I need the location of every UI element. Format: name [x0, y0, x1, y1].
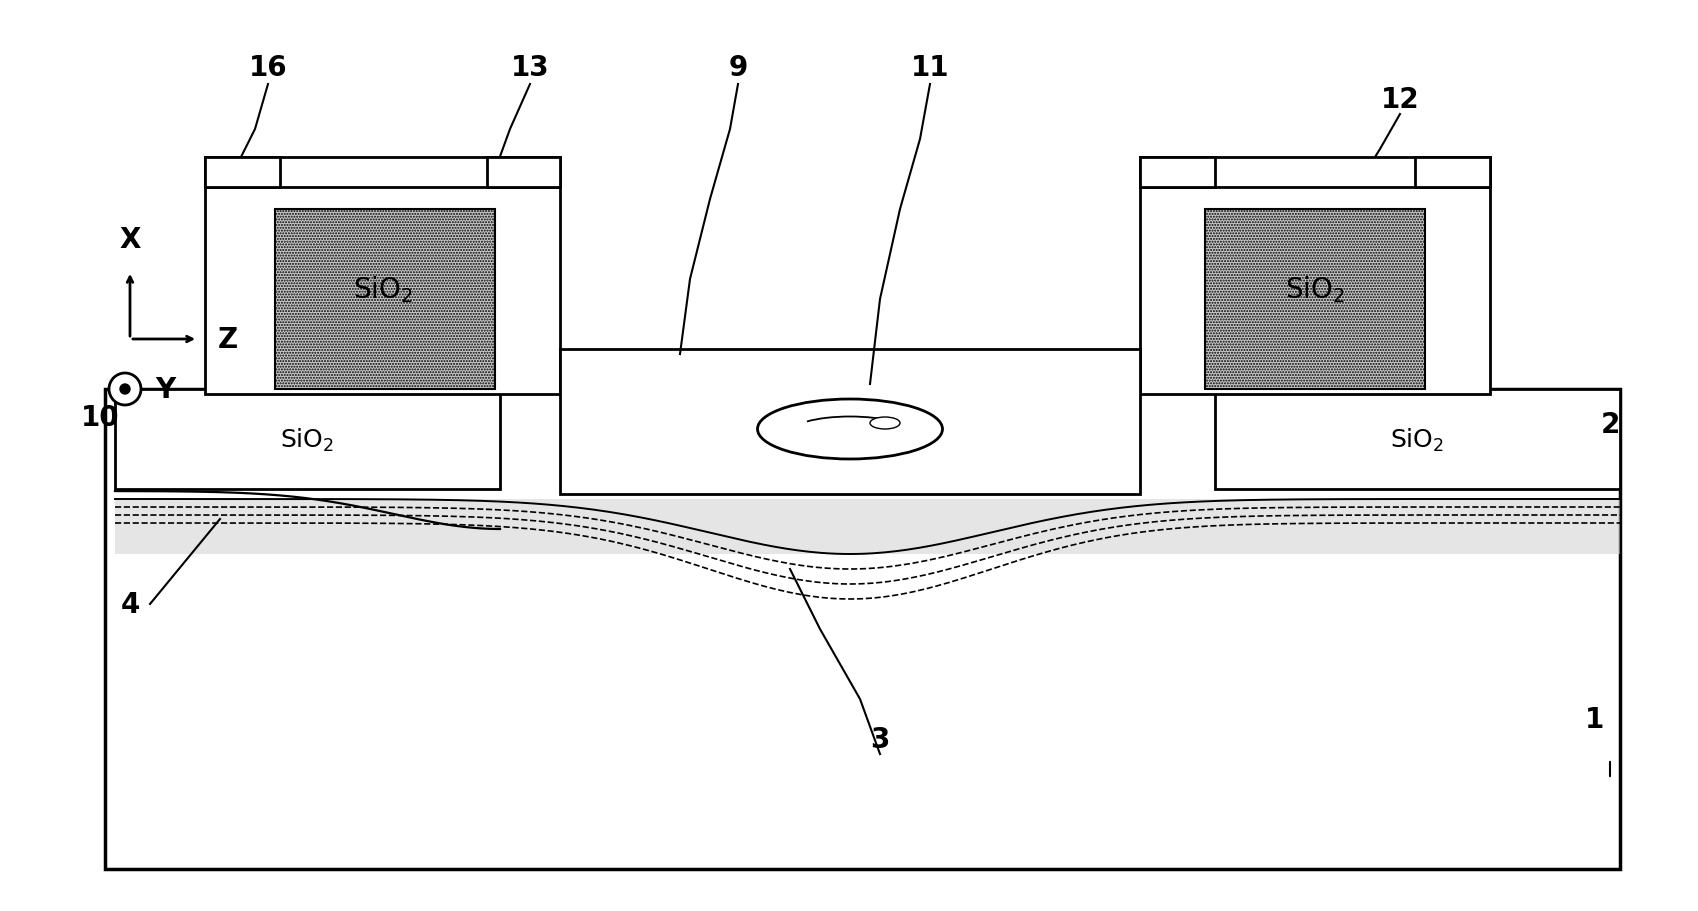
Bar [275, 210, 496, 390]
Text: 13: 13 [511, 54, 550, 82]
Bar [205, 158, 560, 188]
Text: X: X [119, 226, 141, 254]
Text: 16: 16 [248, 54, 287, 82]
Bar [560, 350, 1139, 495]
Bar [1139, 158, 1491, 188]
Bar [1139, 185, 1491, 394]
Text: 10: 10 [82, 404, 119, 432]
Text: $\mathrm{SiO_2}$: $\mathrm{SiO_2}$ [1391, 426, 1445, 453]
Bar [1139, 158, 1216, 188]
Circle shape [121, 384, 131, 394]
Text: 2: 2 [1600, 411, 1620, 438]
Text: 3: 3 [871, 725, 890, 753]
Bar [205, 185, 560, 394]
Text: $\mathrm{SiO_2}$: $\mathrm{SiO_2}$ [280, 426, 335, 453]
Bar [1216, 390, 1620, 489]
Text: 9: 9 [728, 54, 747, 82]
Text: 1: 1 [1586, 705, 1605, 733]
Text: 11: 11 [910, 54, 949, 82]
Bar [115, 499, 1620, 555]
Text: 4: 4 [121, 590, 139, 619]
Ellipse shape [757, 400, 942, 459]
Text: $\mathrm{SiO_2}$: $\mathrm{SiO_2}$ [353, 274, 413, 305]
Ellipse shape [869, 417, 900, 429]
Bar [487, 158, 560, 188]
Text: $\mathrm{SiO_2}$: $\mathrm{SiO_2}$ [1285, 274, 1345, 305]
Bar [105, 390, 1620, 869]
Bar [115, 390, 499, 489]
Bar [1414, 158, 1491, 188]
Text: 12: 12 [1380, 86, 1420, 114]
Circle shape [109, 374, 141, 405]
Text: Z: Z [217, 325, 238, 353]
Text: Y: Y [155, 375, 175, 404]
Bar [205, 158, 280, 188]
Bar [1206, 210, 1425, 390]
